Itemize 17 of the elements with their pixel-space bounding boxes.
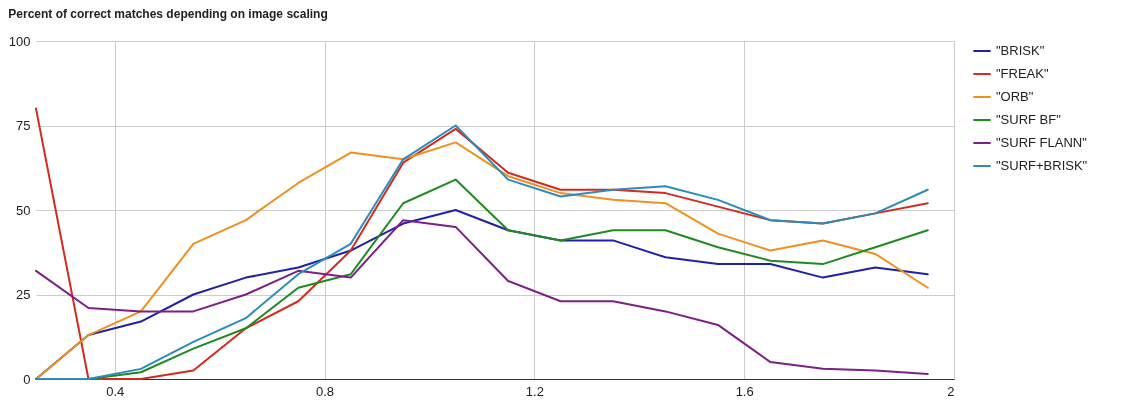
y-tick-label: 0 xyxy=(23,371,31,387)
legend-label: "ORB" xyxy=(996,89,1034,104)
legend-label: "SURF BF" xyxy=(996,112,1062,127)
y-tick-label: 50 xyxy=(16,202,31,218)
y-tick-label: 75 xyxy=(16,118,31,133)
x-tick-label: 0.4 xyxy=(106,383,125,399)
y-tick-label: 25 xyxy=(16,287,31,302)
x-tick-label: 2 xyxy=(947,383,955,399)
x-tick-label: 1.2 xyxy=(525,383,544,399)
y-tick-label: 100 xyxy=(8,33,31,49)
legend-label: "SURF FLANN" xyxy=(996,135,1088,150)
x-tick-label: 1.6 xyxy=(735,383,754,399)
chart-title: Percent of correct matches depending on image scaling xyxy=(8,7,328,21)
legend-label: "BRISK" xyxy=(996,43,1045,58)
x-tick-label: 0.8 xyxy=(315,383,335,399)
legend-label: "SURF+BRISK" xyxy=(996,158,1088,173)
legend-label: "FREAK" xyxy=(996,66,1049,81)
